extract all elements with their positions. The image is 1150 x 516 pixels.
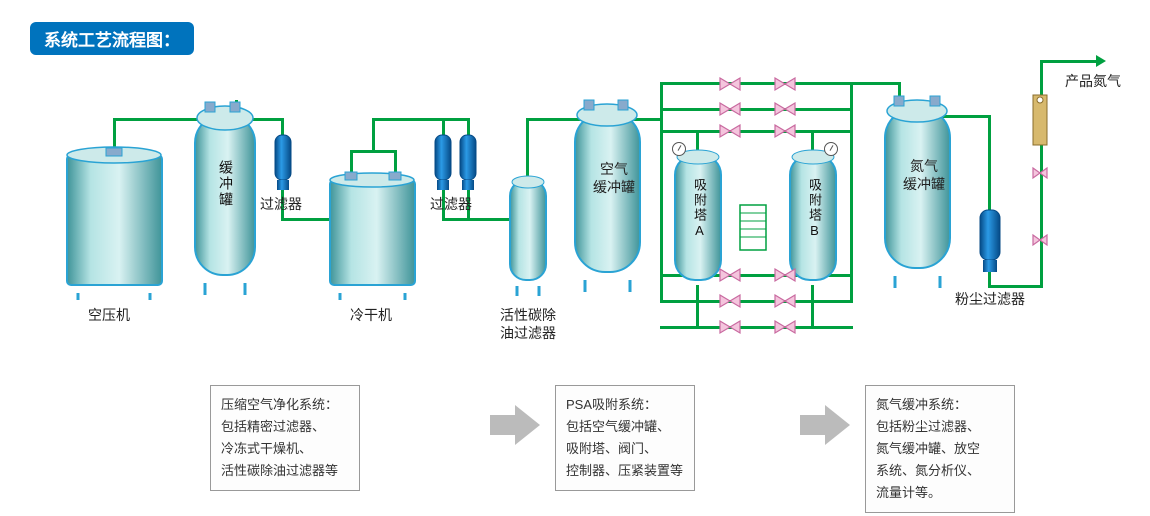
output-label: 产品氮气 — [1065, 72, 1121, 90]
compressor-label: 空压机 — [88, 306, 130, 324]
carbon-filter — [510, 176, 546, 296]
airbuf-label: 空气 缓冲罐 — [593, 160, 635, 196]
filter-2a — [435, 135, 451, 190]
controller — [740, 205, 766, 250]
flow-arrow-2 — [800, 405, 850, 445]
dryer — [330, 172, 415, 300]
dust-filter — [980, 210, 1000, 272]
filter-2b — [460, 135, 476, 190]
filter1-label: 过滤器 — [260, 195, 302, 213]
analyzer — [1033, 95, 1047, 145]
dryer-label: 冷干机 — [350, 306, 392, 324]
dust-label: 粉尘过滤器 — [955, 290, 1025, 308]
desc-box-2: PSA吸附系统： 包括空气缓冲罐、 吸附塔、阀门、 控制器、压紧装置等 — [555, 385, 695, 491]
gauge-icon — [672, 142, 686, 156]
adsorption-tower-b — [790, 150, 836, 280]
gauge-icon — [824, 142, 838, 156]
filter2-label: 过滤器 — [430, 195, 472, 213]
desc-box-3: 氮气缓冲系统： 包括粉尘过滤器、 氮气缓冲罐、放空 系统、氮分析仪、 流量计等。 — [865, 385, 1015, 513]
compressor — [67, 147, 162, 300]
n2buf-label: 氮气 缓冲罐 — [903, 157, 945, 193]
buffer-tank-1 — [195, 102, 255, 295]
adsorption-tower-a — [675, 150, 721, 280]
filter-1 — [275, 135, 291, 190]
flow-arrow-1 — [490, 405, 540, 445]
diagram-canvas: 系统工艺流程图： — [0, 0, 1150, 516]
desc-box-1: 压缩空气净化系统： 包括精密过滤器、 冷冻式干燥机、 活性碳除油过滤器等 — [210, 385, 360, 491]
carbon-label: 活性碳除 油过滤器 — [500, 306, 556, 342]
